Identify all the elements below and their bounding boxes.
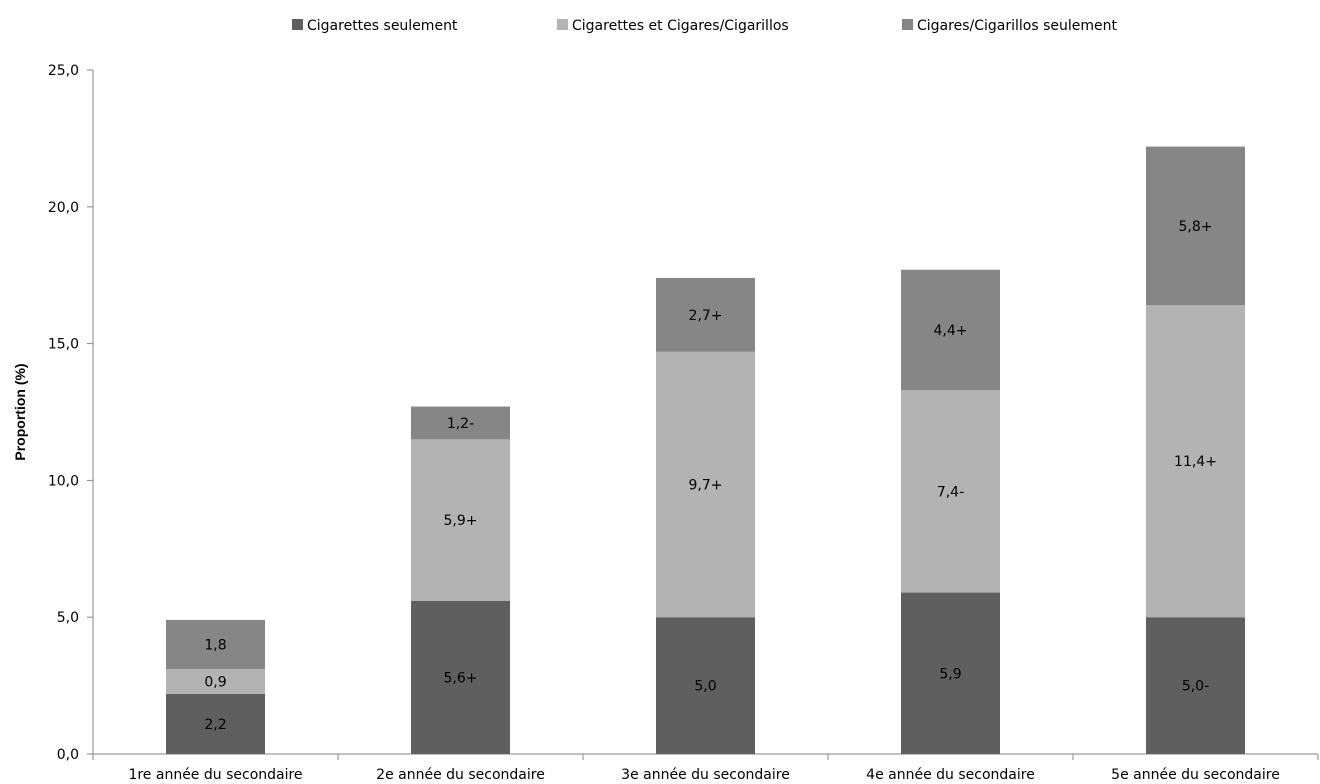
data-label: 5,0- <box>1182 679 1209 695</box>
legend-label: Cigares/Cigarillos seulement <box>917 18 1117 34</box>
y-tick-label: 20,0 <box>48 200 79 216</box>
legend-label: Cigarettes et Cigares/Cigarillos <box>572 18 789 34</box>
x-tick-label: 2e année du secondaire <box>376 767 545 783</box>
x-tick-label: 1re année du secondaire <box>128 767 302 783</box>
bar-segment <box>166 669 265 694</box>
bar-segment <box>901 269 1000 391</box>
data-label: 5,6+ <box>444 670 478 686</box>
bar-segment <box>166 693 265 754</box>
data-label: 5,9 <box>939 666 961 682</box>
data-label: 4,4+ <box>934 323 968 339</box>
y-tick-label: 10,0 <box>48 473 79 489</box>
x-tick-label: 4e année du secondaire <box>866 767 1035 783</box>
x-axis: 1re année du secondaire 2e année du secon… <box>92 753 1319 783</box>
y-tick-label: 5,0 <box>57 610 79 626</box>
bar-segment <box>1146 305 1245 618</box>
bar-segment <box>1146 617 1245 754</box>
data-label: 11,4+ <box>1174 454 1217 470</box>
y-tick-label: 0,0 <box>57 747 79 763</box>
legend-swatch <box>902 19 913 30</box>
bar-segment <box>901 592 1000 754</box>
y-tick-label: 25,0 <box>48 63 79 79</box>
data-label: 1,2- <box>447 416 474 432</box>
data-label: 5,8+ <box>1179 219 1213 235</box>
data-labels: 2,2 0,9 1,8 5,6+ 5,9+ 1,2- 5,0 9,7+ 2,7+ 5,9 7,4- 4… <box>204 219 1217 733</box>
y-axis: 0,0 5,0 10,0 15,0 20,0 25,0 <box>48 63 94 763</box>
data-label: 1,8 <box>204 638 226 654</box>
data-label: 5,9+ <box>444 513 478 529</box>
x-tick-label: 3e année du secondaire <box>621 767 790 783</box>
data-label: 0,9 <box>204 674 226 690</box>
bar-segment <box>411 600 510 754</box>
data-label: 2,7+ <box>689 308 723 324</box>
bar-segment <box>1146 146 1245 306</box>
bar-segment <box>166 619 265 670</box>
legend-swatch <box>557 19 568 30</box>
y-axis-title: Proportion (%) <box>12 363 28 460</box>
bar-segment <box>901 390 1000 593</box>
bars <box>166 146 1245 754</box>
data-label: 9,7+ <box>689 478 723 494</box>
data-label: 7,4- <box>937 484 964 500</box>
legend-label: Cigarettes seulement <box>307 18 458 34</box>
data-label: 2,2 <box>204 717 226 733</box>
legend: Cigarettes seulement Cigarettes et Cigare… <box>292 18 1117 34</box>
y-tick-label: 15,0 <box>48 337 79 353</box>
bar-segment <box>411 406 510 440</box>
bar-segment <box>411 439 510 601</box>
bar-segment <box>656 617 755 754</box>
x-tick-label: 5e année du secondaire <box>1111 767 1280 783</box>
bar-segment <box>656 277 755 352</box>
data-label: 5,0 <box>694 679 716 695</box>
bar-segment <box>656 351 755 618</box>
legend-swatch <box>292 19 303 30</box>
